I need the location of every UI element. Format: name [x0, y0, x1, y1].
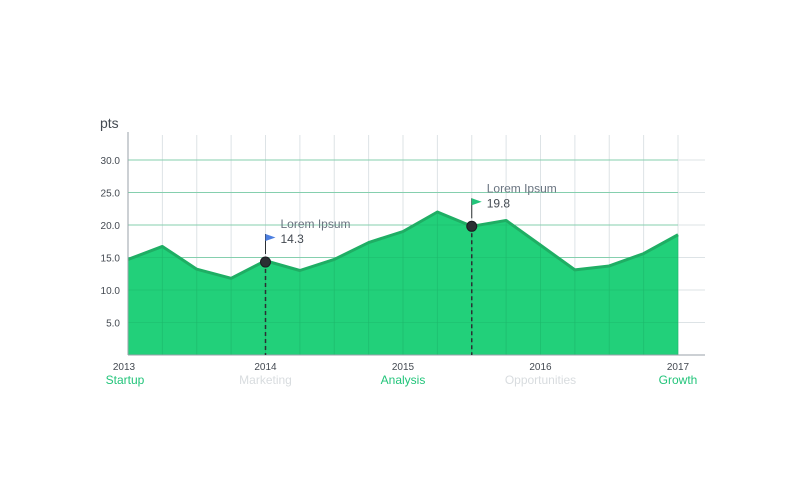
annotation-value: 19.8 — [487, 196, 511, 210]
y-tick-label: 30.0 — [101, 156, 121, 167]
y-axis-label: pts — [100, 115, 119, 131]
x-phase-label: Analysis — [381, 373, 426, 387]
x-tick-label: 2016 — [529, 362, 552, 373]
x-tick-label: 2015 — [392, 362, 415, 373]
x-phase-label: Marketing — [239, 373, 292, 387]
area-line — [127, 210, 679, 280]
y-tick-label: 20.0 — [101, 221, 121, 232]
annotation-value: 14.3 — [281, 232, 305, 246]
flag-icon — [471, 198, 482, 206]
x-tick-label: 2014 — [254, 362, 277, 373]
annotation-point — [260, 256, 271, 268]
y-tick-label: 5.0 — [106, 319, 120, 330]
x-phase-label: Opportunities — [505, 373, 576, 387]
y-tick-label: 25.0 — [101, 189, 121, 200]
annotation-point — [466, 220, 478, 232]
axes: pts — [100, 115, 705, 356]
x-tick-label: 2013 — [113, 362, 136, 373]
flag-icon — [265, 234, 276, 242]
y-tick-label: 15.0 — [101, 254, 121, 265]
x-tick-label: 2017 — [667, 362, 690, 373]
x-phase-label: Growth — [659, 373, 698, 387]
annotation-label: Lorem Ipsum — [487, 181, 557, 195]
annotation-label: Lorem Ipsum — [281, 217, 351, 231]
x-phase-label: Startup — [106, 373, 145, 387]
y-tick-label: 10.0 — [101, 286, 121, 297]
y-tick-labels: 5.0 10.0 15.0 20.0 25.0 30.0 — [101, 156, 121, 330]
